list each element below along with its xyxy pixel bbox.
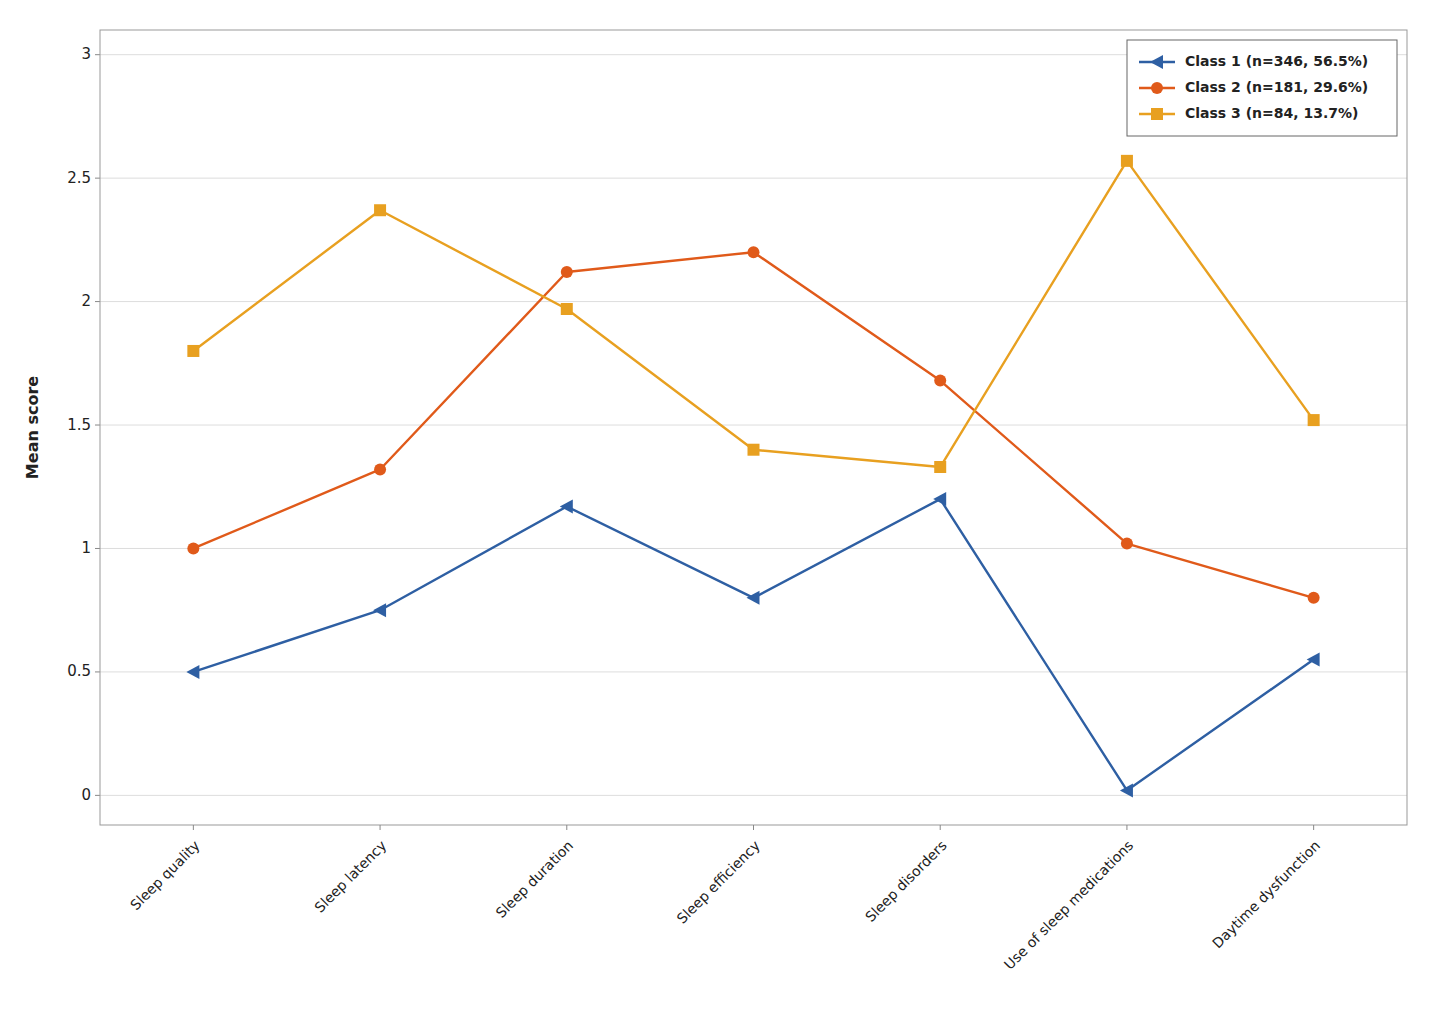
y-tick [95,795,100,796]
x-tick [1126,825,1127,830]
series-line [193,161,1313,467]
series-marker [748,444,760,456]
legend-box [1127,40,1397,136]
x-tick-label: Sleep duration [493,837,577,921]
series-marker [1120,783,1133,797]
y-tick [95,54,100,55]
x-tick-label: Daytime dysfunction [1209,837,1323,951]
chart: 0 0.5 1 1.5 2 2.5 3 Sleep quality Sleep latency S… [0,0,1437,1025]
series-marker [560,500,573,514]
legend-marker [1151,108,1163,120]
y-tick-label: 1.5 [67,416,91,434]
x-tick [940,825,941,830]
series-marker [748,246,760,258]
y-tick-label: 2.5 [67,169,91,187]
y-tick [95,671,100,672]
legend-marker [1150,55,1163,69]
marks [186,155,1319,798]
series-marker [187,345,199,357]
legend-marker [1151,82,1163,94]
series-line [193,499,1313,790]
y-tick [95,301,100,302]
grid-line [100,548,1407,549]
x-tick [1313,825,1314,830]
x-tick [193,825,194,830]
series-marker [1308,592,1320,604]
x-tick-label: Sleep efficiency [673,837,762,926]
x-tick [380,825,381,830]
y-tick [95,178,100,179]
series-marker [561,303,573,315]
series-marker [1307,653,1320,667]
series-marker [373,603,386,617]
series-marker [933,492,946,506]
y-tick-label: 0.5 [67,662,91,680]
grid-line [100,671,1407,672]
grid [95,55,1407,796]
series-marker [1308,414,1320,426]
y-axis-label: Mean score [23,376,42,479]
series-marker [1121,155,1133,167]
series-marker [561,266,573,278]
series-marker [747,591,760,605]
legend-label: Class 3 (n=84, 13.7%) [1185,105,1358,121]
legend: Class 1 (n=346, 56.5%) Class 2 (n=181, 29… [1127,40,1397,136]
y-tick-label: 1 [81,539,91,557]
x-tick-label: Sleep quality [127,837,203,913]
series-marker [374,463,386,475]
series-marker [1121,538,1133,550]
series-marker [374,204,386,216]
x-tick [566,825,567,830]
series-marker [934,461,946,473]
series-marker [187,542,199,554]
y-tick [95,548,100,549]
x-tick-label: Sleep disorders [862,837,950,925]
y-tick [95,425,100,426]
y-tick-label: 0 [81,786,91,804]
grid-line [100,301,1407,302]
grid-line [100,425,1407,426]
x-tick-label: Use of sleep medications [1001,837,1137,973]
grid-line [100,178,1407,179]
plot-frame [100,30,1407,825]
legend-label: Class 2 (n=181, 29.6%) [1185,79,1368,95]
y-tick-label: 2 [81,292,91,310]
series-line [193,252,1313,598]
y-tick-label: 3 [81,45,91,63]
series-marker [934,375,946,387]
x-tick-label: Sleep latency [311,837,389,915]
x-tick [753,825,754,830]
legend-label: Class 1 (n=346, 56.5%) [1185,53,1368,69]
series-marker [186,665,199,679]
grid-line [100,795,1407,796]
